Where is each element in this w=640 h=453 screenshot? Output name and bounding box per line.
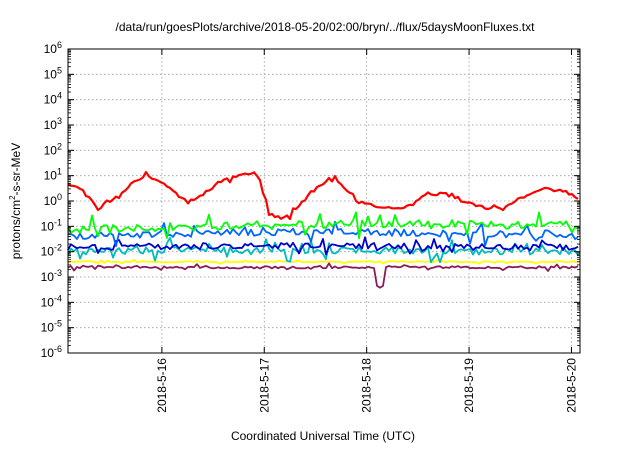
- y-axis-label-pre: protons/cm: [9, 200, 23, 259]
- series-line: [67, 262, 579, 289]
- y-axis-label-post: -s-sr-MeV: [9, 143, 23, 196]
- series-line: [67, 211, 579, 240]
- grid-lines: [68, 49, 580, 353]
- y-tick-label-exp: -1: [54, 217, 62, 227]
- y-tick-label: 10-2: [41, 243, 62, 259]
- y-tick-label: 106: [44, 40, 62, 56]
- x-tick-label: 2018-5-18: [360, 358, 374, 413]
- y-tick-label-exp: 3: [57, 116, 62, 126]
- y-tick-label: 104: [44, 91, 62, 107]
- y-axis-label: protons/cm2-s-sr-MeV: [8, 143, 23, 259]
- y-tick-label: 10-6: [41, 344, 62, 360]
- y-tick-label-exp: -4: [54, 293, 62, 303]
- y-tick-label-base: 10: [41, 321, 55, 335]
- y-tick-label: 10-1: [41, 217, 62, 233]
- y-tick-label-base: 10: [44, 169, 58, 183]
- axis-ticks: 10-610-510-410-310-210-11001011021031041…: [41, 40, 580, 413]
- y-tick-label-base: 10: [44, 118, 58, 132]
- y-tick-label-exp: -6: [54, 344, 62, 354]
- series-line: [67, 236, 579, 256]
- y-tick-label-exp: 6: [57, 40, 62, 50]
- series-line: [67, 220, 579, 248]
- y-tick-label-base: 10: [44, 42, 58, 56]
- y-tick-label-base: 10: [41, 219, 55, 233]
- y-tick-label-exp: 4: [57, 91, 62, 101]
- y-tick-label-exp: -3: [54, 268, 62, 278]
- x-axis-label: Coordinated Universal Time (UTC): [231, 429, 415, 443]
- y-tick-label-base: 10: [41, 245, 55, 259]
- series-line: [67, 258, 579, 265]
- y-tick-label-exp: -2: [54, 243, 62, 253]
- y-tick-label-exp: 1: [57, 167, 62, 177]
- y-tick-label: 101: [44, 167, 62, 183]
- y-tick-label-base: 10: [41, 270, 55, 284]
- x-tick-label: 2018-5-20: [564, 358, 578, 413]
- chart-title: /data/run/goesPlots/archive/2018-05-20/0…: [116, 20, 536, 34]
- y-tick-label-exp: -5: [54, 319, 62, 329]
- y-tick-label-exp: 0: [57, 192, 62, 202]
- series-line: [67, 171, 579, 221]
- y-tick-label: 10-5: [41, 319, 62, 335]
- y-tick-label-base: 10: [44, 194, 58, 208]
- x-tick-label: 2018-5-17: [257, 358, 271, 413]
- series-line: [67, 236, 579, 264]
- y-tick-label: 100: [44, 192, 62, 208]
- x-tick-label: 2018-5-16: [155, 358, 169, 413]
- y-tick-label: 103: [44, 116, 62, 132]
- y-tick-label: 10-3: [41, 268, 62, 284]
- y-tick-label-exp: 2: [57, 141, 62, 151]
- y-axis-label-sup: 2: [8, 195, 17, 200]
- y-tick-label-base: 10: [41, 346, 55, 360]
- y-tick-label: 105: [44, 65, 62, 81]
- y-tick-label: 10-4: [41, 293, 62, 309]
- y-tick-label-base: 10: [44, 143, 58, 157]
- x-tick-label: 2018-5-19: [462, 358, 476, 413]
- series-lines: [67, 171, 579, 289]
- y-tick-label-base: 10: [44, 93, 58, 107]
- y-tick-label-base: 10: [44, 67, 58, 81]
- y-tick-label-exp: 5: [57, 65, 62, 75]
- y-tick-label: 102: [44, 141, 62, 157]
- y-tick-label-base: 10: [41, 295, 55, 309]
